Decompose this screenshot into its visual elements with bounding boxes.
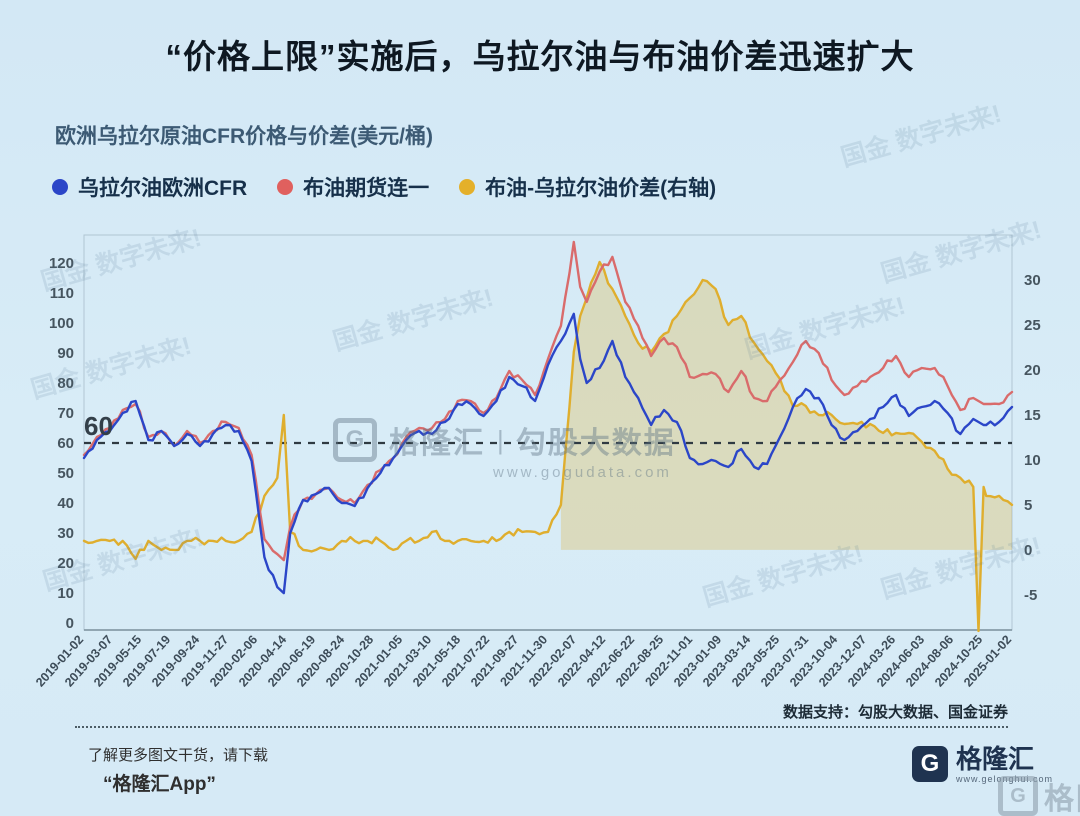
legend-item-urals: 乌拉尔油欧洲CFR bbox=[52, 172, 247, 202]
left-axis-tick: 110 bbox=[50, 285, 74, 302]
promo-text-line2: “格隆汇App” bbox=[103, 774, 216, 795]
brent-dot-icon bbox=[277, 179, 294, 195]
left-axis-tick: 40 bbox=[57, 495, 74, 512]
chart-subtitle: 欧洲乌拉尔原油CFR价格与价差(美元/桶) bbox=[55, 125, 433, 148]
urals-line bbox=[82, 312, 1014, 595]
left-axis-tick: 60 bbox=[57, 435, 74, 452]
right-axis-tick: 5 bbox=[1024, 497, 1032, 514]
spread-dot-icon bbox=[459, 179, 476, 195]
gelonghui-logo-text: 格隆汇 bbox=[956, 744, 1035, 774]
right-axis-tick: 10 bbox=[1024, 452, 1041, 469]
brent-line bbox=[82, 240, 1014, 562]
left-axis-tick: 10 bbox=[57, 585, 74, 602]
legend-item-spread: 布油-乌拉尔油价差(右轴) bbox=[459, 172, 716, 202]
spread-area bbox=[560, 262, 1012, 631]
right-axis-tick: -5 bbox=[1024, 587, 1037, 604]
promo-text-line1: 了解更多图文干货，请下载 bbox=[88, 747, 269, 764]
left-axis-tick: 120 bbox=[49, 255, 74, 272]
price-chart-svg: 0 10 20 30 40 50 60 70 80 90 100 110 120 -5 0 5 10 15 20 25… bbox=[33, 234, 1041, 690]
left-axis-tick: 90 bbox=[57, 345, 74, 362]
gelonghui-logo: G 格隆汇 www.gelonghui.com bbox=[912, 746, 1053, 784]
right-axis-tick: 0 bbox=[1024, 542, 1032, 559]
left-axis-tick: 70 bbox=[57, 405, 74, 422]
right-axis-tick: 30 bbox=[1024, 272, 1041, 289]
left-axis-tick: 30 bbox=[57, 525, 74, 542]
page-title: “价格上限”实施后，乌拉尔油与布油价差迅速扩大 bbox=[165, 38, 915, 75]
left-axis-tick: 80 bbox=[57, 375, 74, 392]
urals-dot-icon bbox=[52, 179, 68, 195]
gelonghui-logo-icon: G bbox=[912, 746, 948, 782]
legend-label: 乌拉尔油欧洲CFR bbox=[78, 177, 248, 200]
left-axis-tick: 20 bbox=[57, 555, 74, 572]
left-axis-tick: 0 bbox=[66, 615, 74, 632]
diagonal-watermark: 国金 数字未来! bbox=[837, 99, 1005, 173]
dotted-separator bbox=[75, 726, 1008, 728]
chart-legend: 乌拉尔油欧洲CFR 布油期货连一 布油-乌拉尔油价差(右轴) bbox=[52, 172, 716, 202]
price-chart: 0 10 20 30 40 50 60 70 80 90 100 110 120 -5 0 5 10 15 20 25… bbox=[33, 234, 1041, 690]
data-support-text: 数据支持：勾股大数据、国金证券 bbox=[782, 704, 1008, 721]
right-axis-tick: 15 bbox=[1024, 407, 1041, 424]
spread-line bbox=[82, 260, 1014, 633]
left-axis-tick: 50 bbox=[57, 465, 74, 482]
threshold-label: 60 bbox=[84, 411, 113, 441]
right-axis-tick: 20 bbox=[1024, 362, 1041, 379]
legend-label: 布油期货连一 bbox=[303, 177, 430, 200]
right-axis-tick: 25 bbox=[1024, 317, 1041, 334]
legend-label: 布油-乌拉尔油价差(右轴) bbox=[485, 177, 717, 200]
gelonghui-logo-url: www.gelonghui.com bbox=[956, 774, 1054, 784]
legend-item-brent: 布油期货连一 bbox=[277, 172, 429, 202]
left-axis-tick: 100 bbox=[49, 315, 74, 332]
